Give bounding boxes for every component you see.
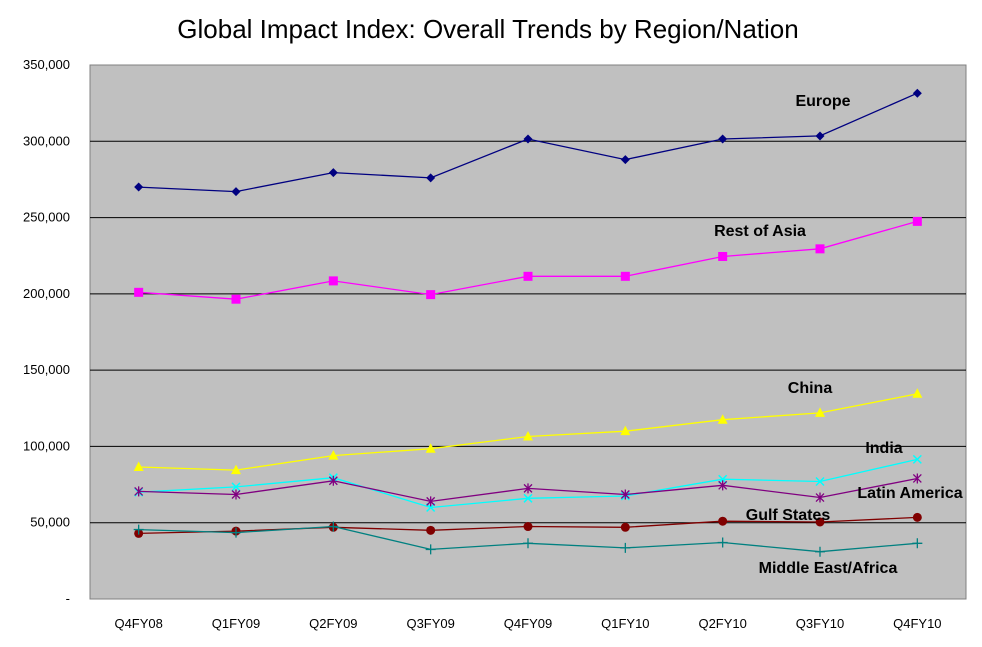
- y-tick-label: 300,000: [23, 133, 70, 148]
- data-point-middle-east-africa: [133, 524, 144, 535]
- x-tick-label: Q3FY10: [796, 616, 844, 631]
- data-point-china: [231, 464, 241, 475]
- y-tick-label: 50,000: [30, 515, 70, 530]
- series-middle-east-africa: [133, 521, 923, 557]
- y-tick-label: 200,000: [23, 286, 70, 301]
- data-point-middle-east-africa: [912, 538, 923, 549]
- data-point-middle-east-africa: [717, 537, 728, 548]
- x-tick-label: Q1FY09: [212, 616, 260, 631]
- data-point-latin-america: [231, 489, 241, 500]
- data-point-latin-america: [134, 486, 144, 497]
- series-label-gulf-states: Gulf States: [746, 507, 831, 524]
- data-point-china: [815, 407, 825, 417]
- y-tick-label: -: [66, 591, 70, 606]
- data-point-india: [523, 493, 533, 503]
- y-tick-label: 250,000: [23, 210, 70, 225]
- data-point-middle-east-africa: [425, 544, 436, 555]
- data-point-middle-east-africa: [815, 546, 825, 557]
- data-point-china: [717, 414, 728, 424]
- data-point-rest-of-asia: [426, 290, 436, 300]
- data-point-rest-of-asia: [620, 271, 630, 281]
- data-point-india: [912, 454, 922, 464]
- x-tick-label: Q2FY10: [698, 616, 746, 631]
- series-label-europe: Europe: [795, 93, 850, 110]
- data-point-latin-america: [815, 492, 825, 503]
- data-point-india: [815, 476, 825, 487]
- x-tick-label: Q4FY10: [893, 616, 941, 631]
- data-point-china: [912, 388, 923, 398]
- data-point-gulf-states: [815, 517, 825, 527]
- series-label-latin-america: Latin America: [857, 485, 962, 502]
- data-point-europe: [328, 168, 338, 178]
- data-point-china: [620, 425, 631, 436]
- series-label-middle-east-africa: Middle East/Africa: [759, 560, 898, 577]
- chart-title: Global Impact Index: Overall Trends by R…: [177, 14, 798, 44]
- data-point-latin-america: [328, 475, 338, 486]
- data-point-middle-east-africa: [523, 538, 533, 549]
- data-point-gulf-states: [523, 522, 533, 532]
- x-tick-label: Q1FY10: [601, 616, 649, 631]
- data-point-rest-of-asia: [231, 294, 241, 304]
- data-point-europe: [718, 134, 728, 144]
- data-point-europe: [134, 182, 144, 192]
- data-point-latin-america: [718, 480, 728, 491]
- x-axis-ticks: Q4FY08 Q1FY09 Q2FY09 Q3FY09 Q4FY09 Q1FY10 Q2FY…: [114, 616, 941, 631]
- data-point-middle-east-africa: [328, 521, 339, 532]
- data-point-europe: [426, 173, 436, 183]
- data-point-europe: [620, 155, 630, 165]
- series-china: [133, 388, 923, 475]
- series-label-india: India: [865, 440, 902, 457]
- data-point-latin-america: [523, 483, 533, 494]
- y-axis-ticks: - 50,000 100,000 150,000 200,000 250,000 300,0…: [23, 57, 70, 606]
- data-point-middle-east-africa: [231, 527, 241, 538]
- data-point-rest-of-asia: [523, 271, 533, 281]
- y-tick-label: 150,000: [23, 362, 70, 377]
- series-rest-of-asia: [134, 216, 922, 304]
- data-point-china: [425, 443, 436, 453]
- data-point-europe: [912, 88, 922, 98]
- data-point-rest-of-asia: [912, 216, 922, 226]
- data-point-gulf-states: [912, 512, 922, 522]
- data-point-latin-america: [912, 473, 922, 484]
- data-point-europe: [815, 131, 825, 141]
- x-tick-label: Q4FY09: [504, 616, 552, 631]
- data-point-gulf-states: [620, 522, 630, 532]
- data-point-latin-america: [426, 496, 436, 507]
- series-label-china: China: [788, 380, 833, 397]
- plot-area: [89, 64, 967, 600]
- series-europe: [134, 88, 922, 197]
- data-point-middle-east-africa: [620, 542, 631, 553]
- data-point-latin-america: [620, 489, 630, 500]
- x-tick-label: Q3FY09: [406, 616, 454, 631]
- series-layer: [133, 88, 923, 557]
- y-tick-label: 100,000: [23, 438, 70, 453]
- data-point-china: [523, 431, 533, 441]
- series-label-rest-of-asia: Rest of Asia: [714, 223, 806, 240]
- data-point-europe: [231, 187, 241, 197]
- data-point-china: [328, 450, 339, 460]
- x-tick-label: Q4FY08: [114, 616, 162, 631]
- data-point-rest-of-asia: [815, 244, 825, 254]
- data-point-rest-of-asia: [328, 276, 338, 286]
- data-point-rest-of-asia: [718, 251, 728, 261]
- data-point-gulf-states: [718, 516, 728, 526]
- data-point-rest-of-asia: [134, 287, 144, 297]
- data-point-gulf-states: [426, 525, 436, 535]
- x-tick-label: Q2FY09: [309, 616, 357, 631]
- data-point-europe: [523, 134, 533, 144]
- series-labels: Europe Rest of Asia China India Latin Americ…: [714, 93, 963, 577]
- data-point-india: [231, 482, 241, 492]
- data-point-china: [133, 461, 144, 472]
- series-latin-america: [134, 473, 922, 507]
- y-tick-label: 350,000: [23, 57, 70, 72]
